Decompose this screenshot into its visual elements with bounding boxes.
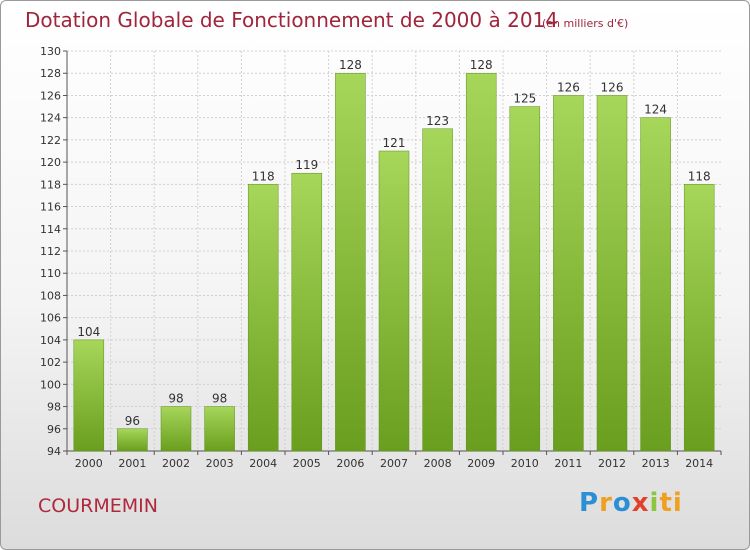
x-tick-label-2012: 2012: [598, 457, 626, 470]
y-tick-label: 94: [47, 445, 61, 458]
y-tick-label: 116: [40, 201, 61, 214]
y-tick-label: 124: [40, 112, 61, 125]
commune-name: COURMEMIN: [38, 495, 158, 517]
bar-2006: [335, 72, 366, 452]
data-label-2003: 98: [212, 392, 227, 406]
data-label-2004: 118: [252, 169, 275, 183]
x-tick-label-2010: 2010: [511, 457, 539, 470]
x-tick-label-2001: 2001: [118, 457, 146, 470]
data-label-2008: 123: [426, 114, 449, 128]
y-tick-label: 96: [47, 423, 61, 436]
x-tick-label-2011: 2011: [554, 457, 582, 470]
y-tick-label: 130: [40, 45, 61, 58]
bar-2011: [553, 95, 584, 452]
data-label-2006: 128: [339, 58, 362, 72]
x-tick-label-2000: 2000: [75, 457, 103, 470]
data-label-2013: 124: [644, 103, 667, 117]
chart-title: Dotation Globale de Fonctionnement de 20…: [25, 8, 558, 32]
data-label-2007: 121: [383, 136, 406, 150]
bar-2009: [465, 72, 497, 452]
y-tick-label: 114: [40, 223, 61, 236]
y-tick-label: 122: [40, 134, 61, 147]
bar-2012: [596, 95, 628, 452]
data-labels: 104 96 98 98 118 119 128 121 123 128 125 126 126 124 1…: [77, 58, 710, 428]
proxiti-logo[interactable]: Proxiti: [579, 488, 683, 518]
bar-2004: [247, 184, 279, 452]
y-tick-label: 120: [40, 156, 61, 169]
y-tick-label: 104: [40, 334, 61, 347]
bars: [73, 72, 715, 452]
y-tick-label: 118: [40, 178, 61, 191]
bar-2013: [640, 117, 671, 452]
y-tick-label: 102: [40, 356, 61, 369]
bar-2008: [422, 128, 453, 452]
data-label-2010: 125: [513, 92, 536, 106]
bar-2007: [378, 150, 410, 452]
x-tick-label-2009: 2009: [467, 457, 495, 470]
x-tick-label-2008: 2008: [424, 457, 452, 470]
bar-2003: [204, 406, 235, 452]
x-tick-label-2007: 2007: [380, 457, 408, 470]
tick-labels: 94 96 98 100 102 104 106 108 110 112 114 116 118 120 1…: [40, 45, 713, 470]
x-tick-label-2013: 2013: [642, 457, 670, 470]
y-tick-label: 106: [40, 312, 61, 325]
y-tick-label: 126: [40, 89, 61, 102]
bar-2002: [160, 406, 192, 452]
data-label-2009: 128: [470, 58, 493, 72]
bar-2005: [291, 172, 323, 452]
bar-2001: [117, 428, 148, 452]
data-label-2000: 104: [77, 325, 100, 339]
y-tick-label: 108: [40, 289, 61, 302]
data-label-2002: 98: [168, 392, 183, 406]
y-tick-label: 98: [47, 401, 61, 414]
x-tick-label-2005: 2005: [293, 457, 321, 470]
x-tick-label-2003: 2003: [206, 457, 234, 470]
data-label-2011: 126: [557, 80, 580, 94]
bar-2010: [509, 106, 541, 452]
chart-subtitle: (en milliers d'€): [542, 17, 629, 30]
x-tick-label-2006: 2006: [336, 457, 364, 470]
y-tick-label: 112: [40, 245, 61, 258]
x-tick-label-2014: 2014: [685, 457, 713, 470]
bar-2000: [73, 339, 105, 452]
y-tick-label: 128: [40, 67, 61, 80]
data-label-2005: 119: [295, 158, 318, 172]
data-label-2001: 96: [125, 414, 140, 428]
y-tick-label: 100: [40, 378, 61, 391]
x-tick-label-2002: 2002: [162, 457, 190, 470]
data-label-2012: 126: [601, 80, 624, 94]
y-tick-label: 110: [40, 267, 61, 280]
x-tick-label-2004: 2004: [249, 457, 277, 470]
bar-2014: [683, 184, 715, 452]
data-label-2014: 118: [688, 169, 711, 183]
